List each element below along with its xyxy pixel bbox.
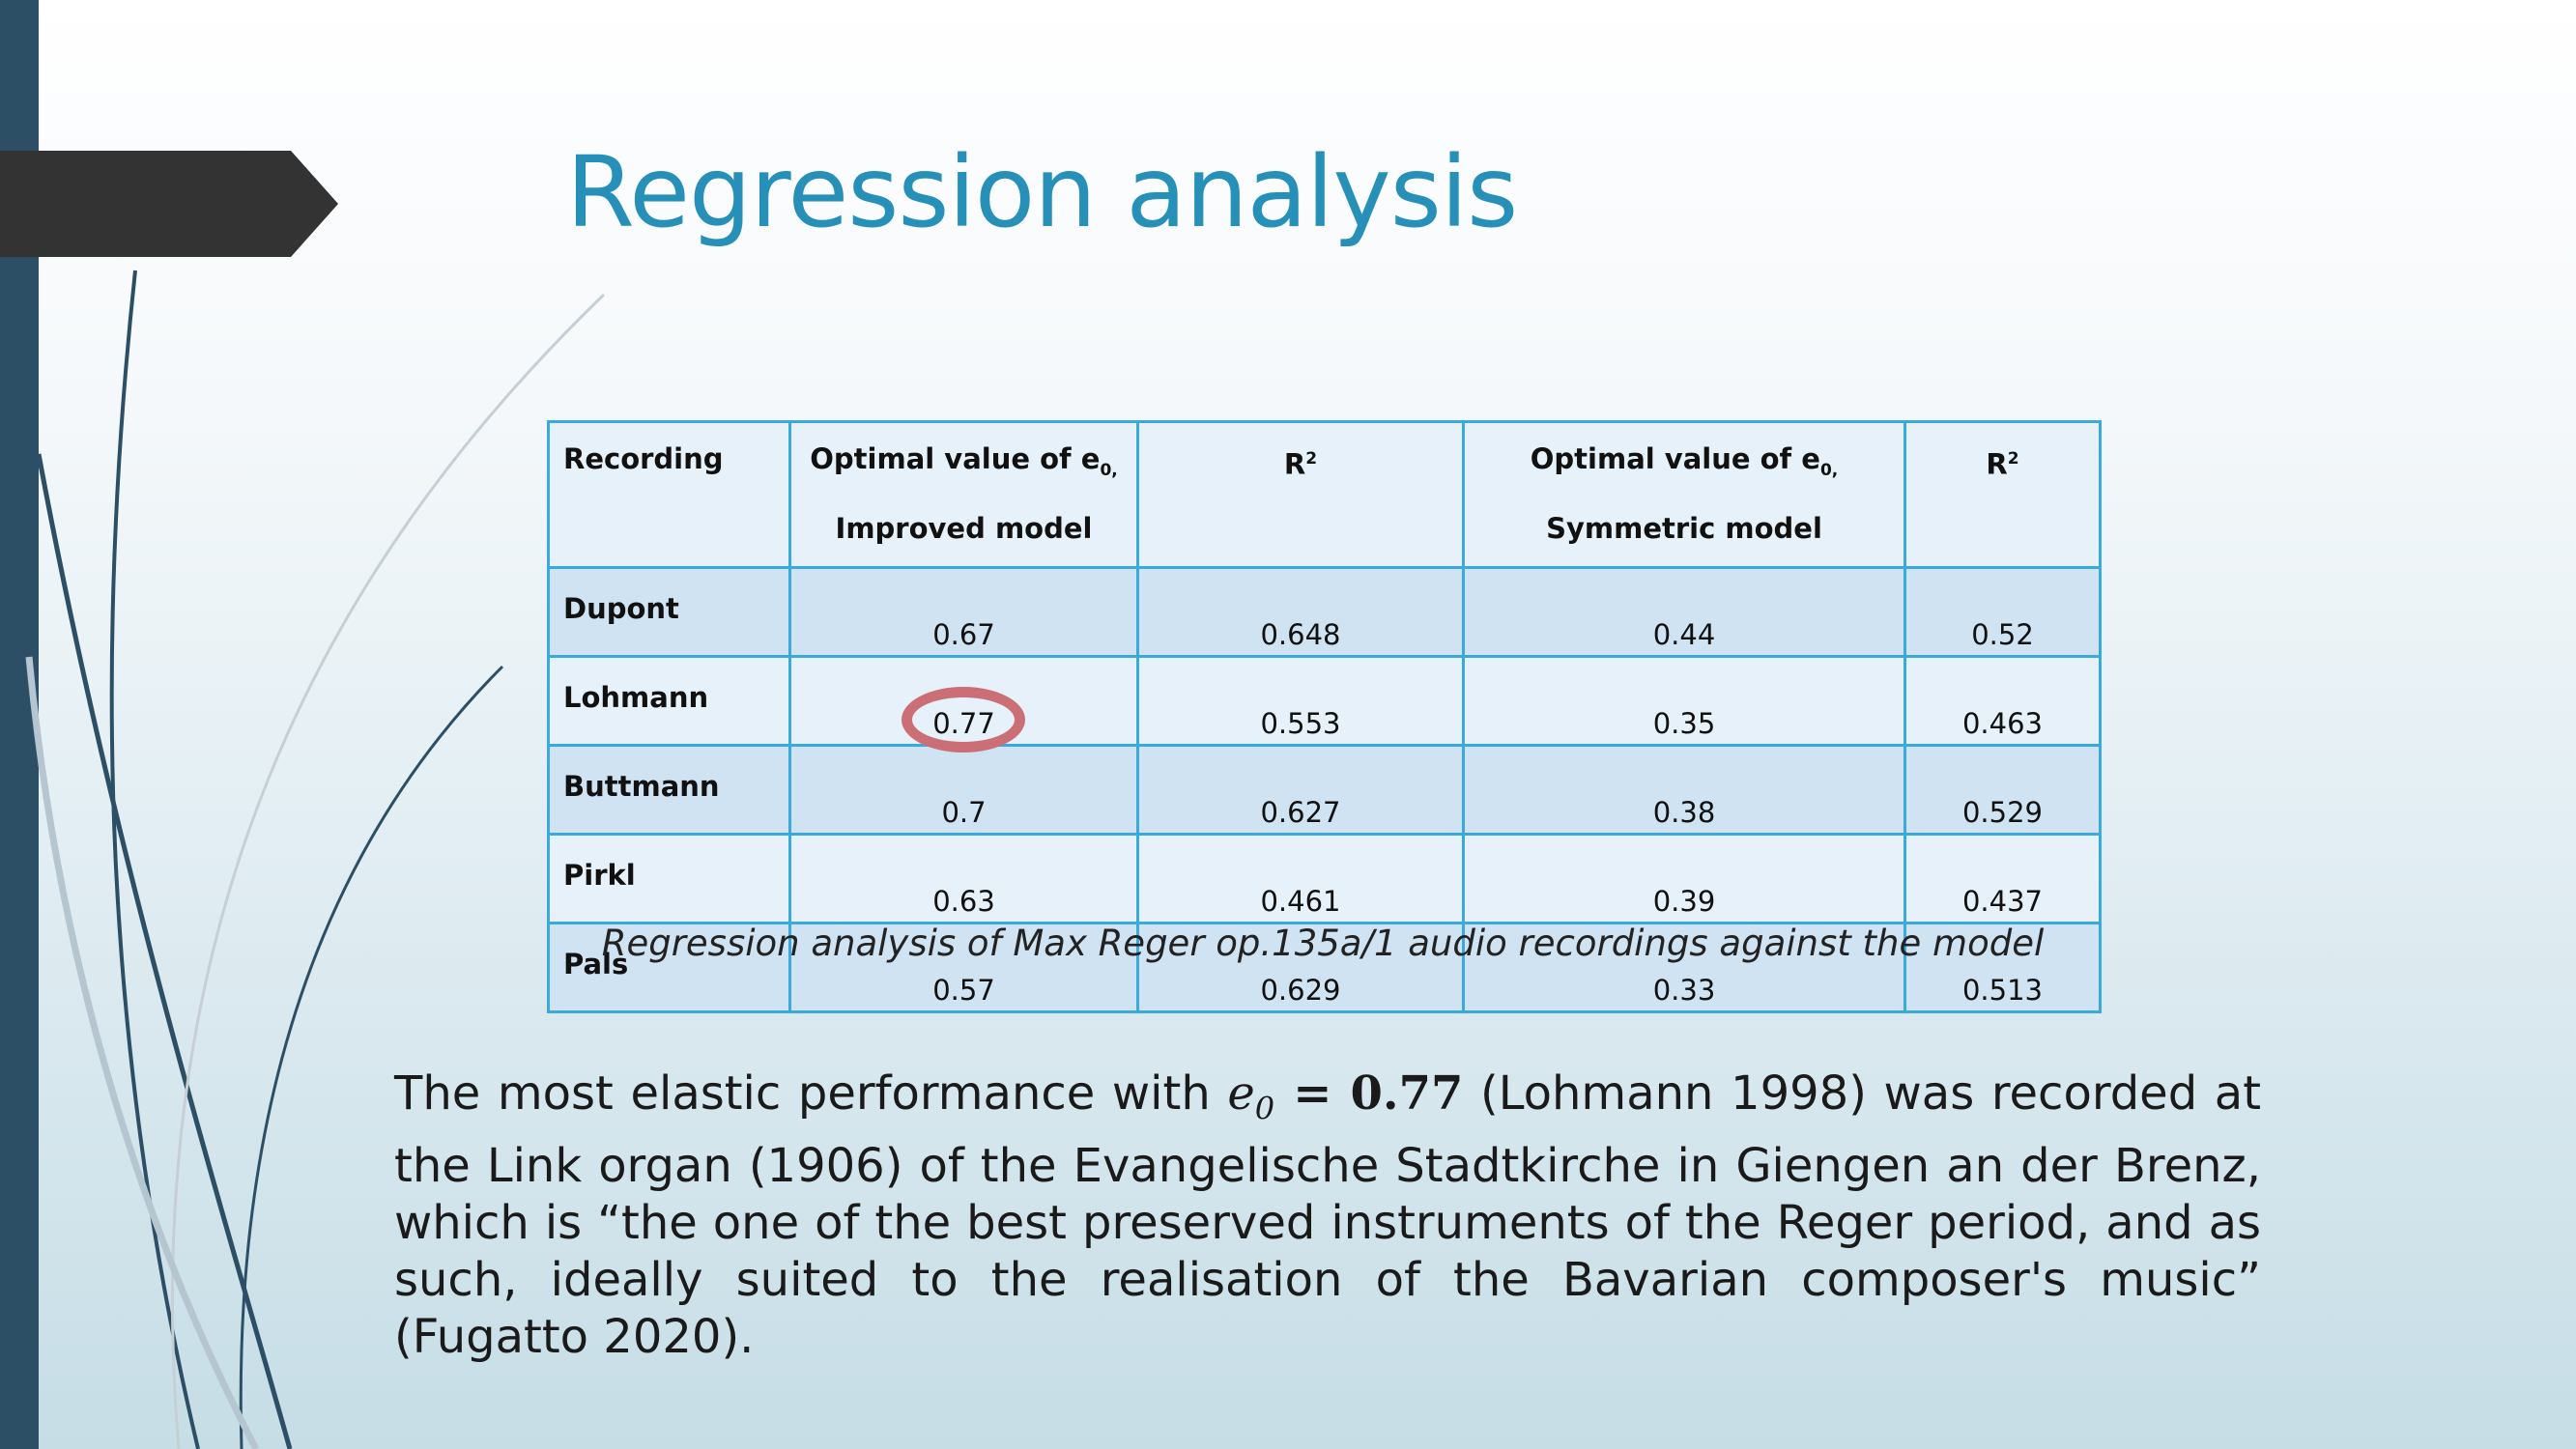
cell-symmetric: 0.38 xyxy=(1462,744,1906,836)
cell-r2-symmetric: 0.529 xyxy=(1903,744,2102,836)
cell-improved: 0.57 xyxy=(788,922,1139,1013)
header-improved-model: Optimal value of e0, Improved model xyxy=(788,420,1139,569)
table-header-row: Recording Optimal value of e0, Improved … xyxy=(547,420,2102,569)
decor-curve-3 xyxy=(239,665,504,1449)
slide-title: Regression analysis xyxy=(566,135,1518,250)
decor-curve-5 xyxy=(25,656,260,1449)
decor-curve-2 xyxy=(36,453,293,1449)
cell-recording: Buttmann xyxy=(547,744,791,836)
cell-r2-symmetric: 0.437 xyxy=(1903,833,2102,924)
cell-r2-symmetric: 0.513 xyxy=(1903,922,2102,1013)
math-expression: e0 = 0.77 xyxy=(1227,1066,1464,1127)
table-row: Dupont 0.67 0.648 0.44 0.52 xyxy=(547,566,2102,658)
cell-improved: 0.63 xyxy=(788,833,1139,924)
cell-r2-improved: 0.627 xyxy=(1136,744,1465,836)
header-r2-symmetric: R2 xyxy=(1903,420,2102,569)
regression-table: Recording Optimal value of e0, Improved … xyxy=(547,420,2102,1013)
header-recording: Recording xyxy=(547,420,791,569)
decor-curve-4 xyxy=(170,293,606,1449)
cell-improved: 0.67 xyxy=(788,566,1139,658)
cell-symmetric: 0.44 xyxy=(1462,566,1906,658)
cell-improved: 0.7 xyxy=(788,744,1139,836)
cell-recording: Lohmann xyxy=(547,655,791,747)
header-r2-improved: R2 xyxy=(1136,420,1465,569)
cell-recording: Dupont xyxy=(547,566,791,658)
body-paragraph: The most elastic performance with e0 = 0… xyxy=(394,1066,2262,1364)
cell-symmetric: 0.39 xyxy=(1462,833,1906,924)
cell-r2-improved: 0.648 xyxy=(1136,566,1465,658)
decor-curve-1 xyxy=(109,270,200,1449)
cell-improved: 0.77 xyxy=(788,655,1139,753)
table-caption: Regression analysis of Max Reger op.135a… xyxy=(601,923,2045,964)
cell-r2-improved: 0.629 xyxy=(1136,922,1465,1013)
cell-r2-symmetric: 0.52 xyxy=(1903,566,2102,658)
table-row: Pirkl 0.63 0.461 0.39 0.437 xyxy=(547,833,2102,924)
cell-r2-improved: 0.553 xyxy=(1136,655,1465,747)
cell-recording: Pirkl xyxy=(547,833,791,924)
header-symmetric-model: Optimal value of e0, Symmetric model xyxy=(1462,420,1906,569)
highlighted-value: 0.77 xyxy=(902,687,1026,753)
cell-recording: Pals xyxy=(547,922,791,1013)
highlight-circle xyxy=(902,687,1026,753)
title-arrow-shape xyxy=(0,151,338,257)
table-row: Buttmann 0.7 0.627 0.38 0.529 xyxy=(547,744,2102,836)
cell-symmetric: 0.35 xyxy=(1462,655,1906,747)
table-row: Pals 0.57 0.629 0.33 0.513 xyxy=(547,922,2102,1013)
table-row: Lohmann 0.77 0.553 0.35 0.463 xyxy=(547,655,2102,753)
cell-symmetric: 0.33 xyxy=(1462,922,1906,1013)
cell-r2-improved: 0.461 xyxy=(1136,833,1465,924)
cell-r2-symmetric: 0.463 xyxy=(1903,655,2102,747)
